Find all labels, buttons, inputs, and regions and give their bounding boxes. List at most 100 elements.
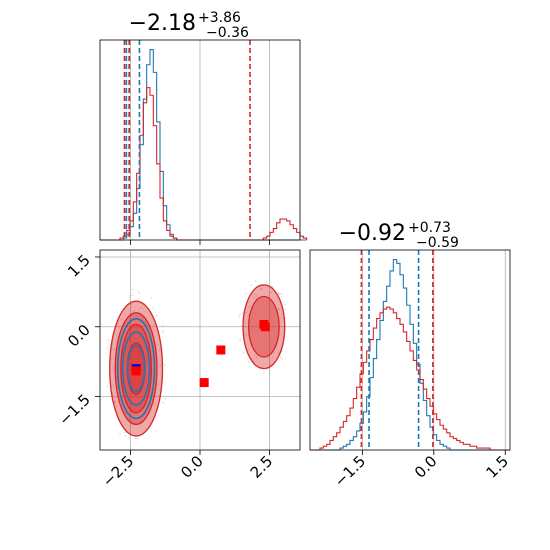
contour-blue-1	[121, 331, 151, 406]
sample-point	[123, 412, 126, 414]
sample-point	[131, 294, 134, 297]
sample-point	[114, 348, 116, 351]
sample-point	[278, 293, 281, 296]
sample-point	[158, 384, 160, 387]
sample-point	[112, 385, 115, 388]
p3-xtick-label-1: 0.0	[411, 452, 441, 482]
marker-5	[216, 345, 226, 355]
sample-point	[284, 303, 286, 306]
sample-point	[281, 317, 284, 320]
sample-point	[129, 295, 131, 297]
sample-point	[252, 293, 254, 295]
sample-point	[144, 321, 147, 323]
sample-point	[281, 313, 283, 316]
sample-point	[107, 339, 110, 341]
sample-point	[145, 322, 147, 325]
p2-ytick-label-0: −1.5	[55, 391, 93, 429]
p2-ytick-label-2: 1.5	[64, 251, 94, 281]
sample-point	[268, 369, 271, 371]
sample-point	[258, 368, 261, 371]
panel-hist-param1: −2.18 +3.86 −0.36	[99, 10, 308, 245]
sample-point	[164, 397, 166, 400]
sample-point	[247, 361, 250, 363]
sample-point	[278, 307, 280, 310]
sample-point	[251, 357, 254, 360]
sample-point	[280, 292, 283, 295]
marker-3	[260, 322, 270, 332]
title-param2-sup: +0.73	[408, 220, 451, 236]
sample-point	[153, 403, 156, 405]
sample-point	[133, 310, 135, 312]
sample-point	[270, 291, 272, 294]
sample-point	[162, 401, 164, 404]
sample-point	[265, 280, 268, 283]
sample-point	[164, 363, 166, 366]
sample-point	[151, 306, 154, 309]
title-param1-sub: −0.36	[206, 25, 249, 41]
sample-point	[253, 354, 256, 357]
sample-point	[248, 305, 251, 308]
panel-hist-param2: −1.5 0.0 1.5 −0.92 +0.73 −0.59	[309, 220, 512, 491]
p2-xtick-label-1: 0.0	[177, 452, 207, 482]
sample-point	[265, 283, 268, 285]
hist2-series-red	[310, 306, 510, 451]
contour-blue-0	[116, 318, 156, 420]
sample-point	[159, 365, 161, 367]
panel-hist-param2-frame	[309, 249, 511, 451]
sample-point	[153, 323, 156, 326]
sample-point	[245, 334, 247, 336]
sample-point	[279, 356, 282, 358]
sample-point	[276, 345, 279, 348]
hist2-series-blue	[310, 258, 510, 451]
sample-point	[278, 292, 280, 295]
p3-xtick-label-0: −1.5	[331, 452, 369, 490]
sample-point	[281, 358, 284, 360]
sample-point	[240, 325, 243, 327]
sample-point	[152, 342, 155, 345]
hist1-series-blue	[100, 48, 307, 241]
sample-point	[243, 332, 246, 335]
sample-point	[162, 330, 164, 332]
sample-point	[255, 356, 258, 359]
sample-point	[127, 436, 130, 439]
sample-point	[139, 292, 141, 295]
sample-point	[253, 296, 255, 298]
sample-point	[254, 280, 257, 282]
sample-point	[115, 405, 118, 408]
sample-point	[281, 350, 283, 353]
sample-point	[138, 308, 140, 311]
sample-point	[277, 308, 280, 310]
sample-point	[268, 373, 271, 375]
sample-point	[114, 401, 117, 403]
sample-point	[263, 372, 265, 374]
sample-point	[247, 348, 249, 351]
sample-point	[119, 432, 121, 435]
sample-point	[112, 367, 115, 369]
sample-point	[124, 419, 127, 422]
sample-point	[156, 383, 159, 385]
panel-2d: −2.5 0.0 2.5 −1.5 0.0 1.5	[55, 249, 301, 491]
sample-point	[137, 290, 140, 293]
sample-point	[260, 288, 263, 290]
sample-point	[113, 400, 116, 403]
title-param1: −2.18	[129, 11, 196, 36]
contour-blue-2	[126, 344, 146, 393]
hist1-series-red	[100, 87, 308, 241]
marker-1	[131, 366, 141, 376]
sample-point	[269, 362, 272, 365]
sample-point	[134, 437, 137, 440]
p2-xtick-label-0: −2.5	[99, 452, 137, 490]
p3-xtick-label-2: 1.5	[482, 452, 512, 482]
sample-point	[124, 434, 126, 437]
sample-point	[121, 318, 123, 321]
sample-point	[106, 385, 109, 387]
sample-point	[123, 431, 126, 434]
sample-point	[250, 284, 252, 286]
marker-4	[199, 378, 209, 388]
sample-point	[245, 322, 247, 325]
sample-point	[244, 292, 247, 295]
sample-point	[238, 315, 241, 318]
sample-point	[239, 339, 241, 342]
sample-point	[152, 329, 154, 331]
